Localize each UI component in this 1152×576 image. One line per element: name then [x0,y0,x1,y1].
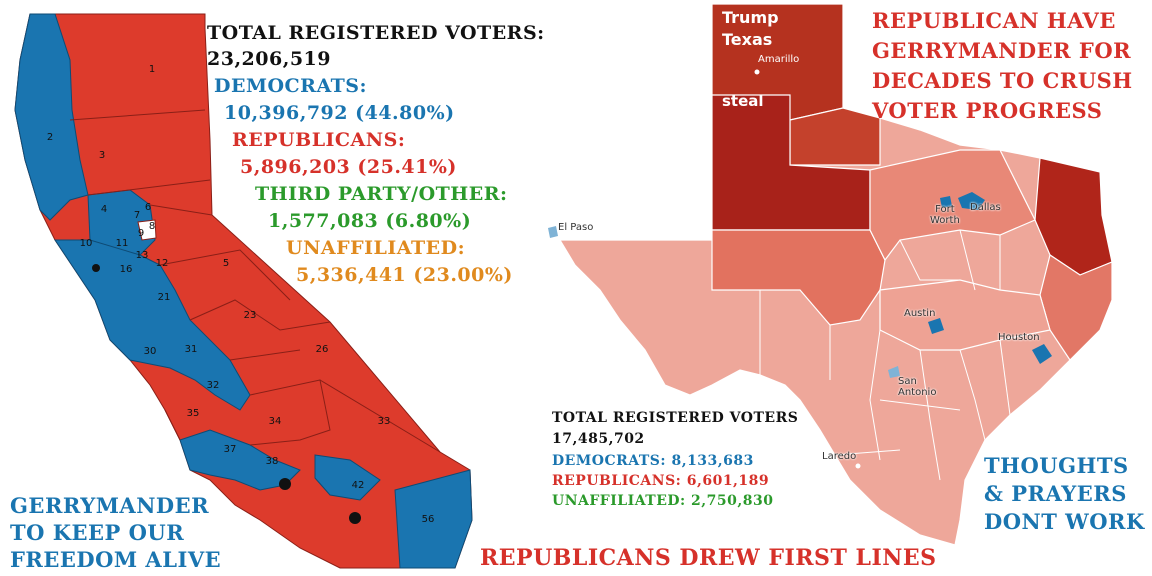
ca-north-coast-district [14,13,89,221]
tx-laredo-dot [855,463,861,469]
ca-district-borders [69,109,441,453]
ca-rep-value: 5,896,203 (25.41%) [240,156,457,178]
ca-district-label: 31 [185,344,198,355]
california-outline [14,13,473,569]
ca-marker-dot [349,512,361,524]
ca-district-label: 9 [138,228,144,239]
ca-district-label: 23 [244,310,257,321]
tx-city-amarillo: Amarillo [758,54,800,65]
ca-district-label: 32 [207,380,220,391]
ca-district-label: 7 [134,210,140,221]
ca-district-label: 12 [156,258,169,269]
tx-texas-label: Texas [722,30,773,49]
ca-marker-dot [92,264,100,272]
tx-city-dallas: Dallas [970,202,1001,213]
ca-district-label: 11 [116,238,129,249]
tx-district-borders [759,229,1011,481]
tx-dallas-district [958,192,985,210]
ca-district-label: 16 [120,264,133,275]
ca-district-label: 4 [101,204,107,215]
tx-total-value: 17,485,702 [552,431,645,447]
tx-city-laredo: Laredo [822,451,857,462]
ca-caption: GERRYMANDER TO KEEP OUR FREEDOM ALIVE [10,493,222,572]
ca-third-label: THIRD PARTY/OTHER: [255,183,508,205]
ca-district-56 [394,469,473,569]
ca-district-label: 34 [269,416,282,427]
tx-north-central-district [869,149,1036,262]
tx-amarillo-dot [754,69,760,75]
ca-district-label: 10 [80,238,93,249]
ca-dem-value: 10,396,792 (44.80%) [224,102,455,124]
ca-district-label: 33 [378,416,391,427]
tx-city-houston: Houston [998,332,1040,343]
tx-houston-district [1032,344,1052,364]
tx-fort-worth-district [940,196,952,208]
footer-caption: REPUBLICANS DREW FIRST LINES [480,545,937,571]
ca-district-label: 38 [266,456,279,467]
ca-total-label: TOTAL REGISTERED VOTERS: [207,22,545,44]
tx-central-district [879,279,1051,351]
ca-district-label: 5 [223,258,229,269]
tx-trump-label: Trump [722,8,779,27]
tx-headline: REPUBLICAN HAVE GERRYMANDER FOR DECADES … [872,8,1133,123]
tx-rep: REPUBLICANS: 6,601,189 [552,473,770,489]
ca-district-label: 56 [422,514,435,525]
tx-city-austin: Austin [904,308,936,319]
tx-city-san-antonio: San Antonio [898,376,937,398]
ca-unaff-value: 5,336,441 (23.00%) [296,264,513,286]
tx-dem: DEMOCRATS: 8,133,683 [552,453,754,469]
ca-third-value: 1,577,083 (6.80%) [268,210,472,232]
tx-unaff: UNAFFILIATED: 2,750,830 [552,493,774,509]
tx-steal-label: steal [722,92,764,110]
ca-district-label: 2 [47,132,53,143]
ca-total-value: 23,206,519 [207,48,331,70]
tx-north-panhandle-district [789,107,881,166]
ca-district-label: 35 [187,408,200,419]
ca-marker-dot [279,478,291,490]
ca-district-label: 26 [316,344,329,355]
tx-total-label: TOTAL REGISTERED VOTERS [552,410,799,426]
ca-district-label: 3 [99,150,105,161]
tx-austin-district [928,318,944,334]
ca-district-label: 30 [144,346,157,357]
ca-bay-water [137,219,157,241]
ca-district-label: 1 [149,64,155,75]
ca-unaff-label: UNAFFILIATED: [286,237,466,259]
tx-city-el-paso: El Paso [558,222,594,233]
ca-district-label: 21 [158,292,171,303]
ca-riverside-district [314,454,381,501]
tx-el-paso-district [548,226,558,238]
ca-bay-central-coast-district [54,239,251,411]
tx-thoughts-caption: THOUGHTS & PRAYERS DONT WORK [984,453,1145,534]
ca-district-label: 13 [136,250,149,261]
ca-rep-label: REPUBLICANS: [232,129,406,151]
ca-district-label: 37 [224,444,237,455]
ca-district-label: 8 [149,221,155,232]
ca-district-label: 42 [352,480,365,491]
tx-city-fort-worth: Fort Worth [930,204,960,226]
tx-san-antonio-district [888,366,900,378]
ca-dem-label: DEMOCRATS: [214,75,368,97]
ca-district-label: 6 [145,202,151,213]
